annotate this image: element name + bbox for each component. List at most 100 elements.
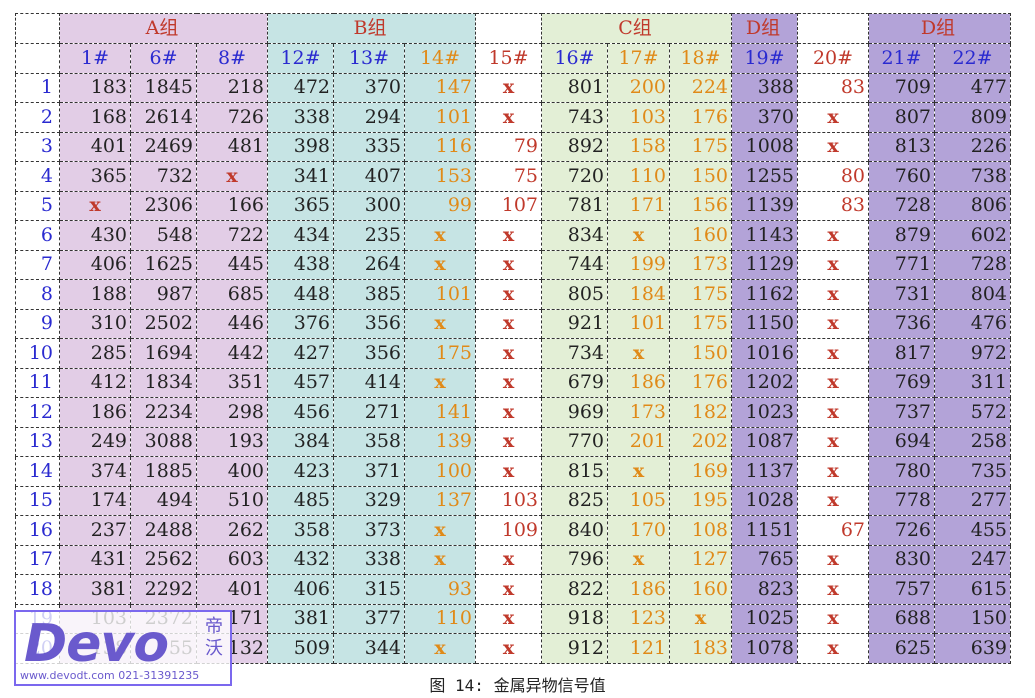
table-row: 3 401 2469 481 398 335 116 79 892 158 175 1008 x 813 2… — [15, 131, 1011, 162]
table-cell: 168 — [59, 102, 131, 133]
table-cell: 186 — [607, 367, 670, 398]
table-cell: 1885 — [130, 456, 197, 487]
table-cell: x — [404, 515, 476, 546]
table-cell: 720 — [541, 161, 608, 192]
table-cell: 183 — [59, 72, 131, 103]
table-cell: 175 — [669, 131, 732, 162]
table-cell: 1151 — [731, 515, 798, 546]
table-cell: 1143 — [731, 220, 798, 251]
table-cell: 79 — [475, 131, 542, 162]
row-label: 10 — [15, 338, 60, 369]
table-cell: x — [797, 485, 869, 516]
column-header: 20# — [797, 43, 869, 74]
table-cell: x — [607, 220, 670, 251]
table-cell: 384 — [267, 426, 334, 457]
row-label: 13 — [15, 426, 60, 457]
table-body: A组 B组 C组 D组 D组 1# 6# 8# 12# 13# 14# 15# 16# 17# 18# 19#… — [15, 13, 1011, 664]
table-cell: 442 — [196, 338, 268, 369]
table-cell: 224 — [669, 72, 732, 103]
table-cell: 615 — [934, 574, 1011, 605]
table-cell: x — [797, 397, 869, 428]
table-cell: 116 — [404, 131, 476, 162]
table-cell: 100 — [404, 456, 476, 487]
table-cell: 247 — [934, 544, 1011, 575]
table-cell: 603 — [196, 544, 268, 575]
table-cell: x — [607, 544, 670, 575]
table-cell: 199 — [607, 249, 670, 280]
table-cell: 1008 — [731, 131, 798, 162]
signal-value-table: A组 B组 C组 D组 D组 1# 6# 8# 12# 13# 14# 15# 16# 17# 18# 19#… — [15, 13, 1011, 664]
row-label: 6 — [15, 220, 60, 251]
table-cell: x — [797, 220, 869, 251]
group-header — [797, 13, 869, 44]
table-cell: 385 — [333, 279, 405, 310]
table-cell: 445 — [196, 249, 268, 280]
table-cell: 815 — [541, 456, 608, 487]
table-cell: x — [475, 220, 542, 251]
table-row: 5 x 2306 166 365 300 99 107 781 171 156 1139 83 728 80… — [15, 190, 1011, 221]
table-cell: 156 — [669, 190, 732, 221]
table-cell: 202 — [669, 426, 732, 457]
table-cell: 412 — [59, 367, 131, 398]
table-cell: 1139 — [731, 190, 798, 221]
table-cell: 195 — [669, 485, 732, 516]
table-cell: 726 — [196, 102, 268, 133]
table-cell: 101 — [404, 279, 476, 310]
table-cell: 376 — [267, 308, 334, 339]
table-cell: 765 — [731, 544, 798, 575]
row-label: 11 — [15, 367, 60, 398]
table-cell: 285 — [59, 338, 131, 369]
table-cell: 109 — [475, 515, 542, 546]
table-cell: 153 — [404, 161, 476, 192]
column-header: 13# — [333, 43, 405, 74]
table-cell: 80 — [797, 161, 869, 192]
table-cell: x — [797, 574, 869, 605]
table-row: 13 249 3088 193 384 358 139 x 770 201 202 1087 x 694 2… — [15, 426, 1011, 457]
table-cell: 173 — [669, 249, 732, 280]
table-cell: x — [669, 603, 732, 634]
table-cell: 75 — [475, 161, 542, 192]
table-cell: 743 — [541, 102, 608, 133]
table-cell: 329 — [333, 485, 405, 516]
table-cell: 300 — [333, 190, 405, 221]
table-cell: 736 — [868, 308, 935, 339]
table-cell: 879 — [868, 220, 935, 251]
table-cell: 414 — [333, 367, 405, 398]
table-cell: 175 — [669, 308, 732, 339]
table-cell: 778 — [868, 485, 935, 516]
table-cell: 184 — [607, 279, 670, 310]
table-cell: 722 — [196, 220, 268, 251]
table-cell: x — [797, 338, 869, 369]
table-cell: 101 — [404, 102, 476, 133]
column-header: 22# — [934, 43, 1011, 74]
group-header-row: A组 B组 C组 D组 D组 — [15, 13, 1011, 44]
table-cell: 271 — [333, 397, 405, 428]
table-cell: 311 — [934, 367, 1011, 398]
table-cell: 182 — [669, 397, 732, 428]
table-cell: 344 — [333, 633, 405, 664]
table-cell: 912 — [541, 633, 608, 664]
table-cell: 169 — [669, 456, 732, 487]
table-row: 9 310 2502 446 376 356 x x 921 101 175 1150 x 736 476 — [15, 308, 1011, 339]
table-cell: 226 — [934, 131, 1011, 162]
table-cell: 374 — [59, 456, 131, 487]
table-cell: 481 — [196, 131, 268, 162]
table-cell: 277 — [934, 485, 1011, 516]
table-cell: x — [404, 249, 476, 280]
row-label: 15 — [15, 485, 60, 516]
column-header: 19# — [731, 43, 798, 74]
figure-caption: 图 14: 金属异物信号值 — [429, 676, 606, 695]
group-header: D组 — [731, 13, 798, 44]
table-cell: x — [475, 249, 542, 280]
table-cell: x — [475, 456, 542, 487]
row-label: 9 — [15, 308, 60, 339]
table-cell: 472 — [267, 72, 334, 103]
table-cell: 918 — [541, 603, 608, 634]
table-cell: 201 — [607, 426, 670, 457]
table-cell: 921 — [541, 308, 608, 339]
table-cell: 294 — [333, 102, 405, 133]
table-cell: 780 — [868, 456, 935, 487]
table-cell: x — [404, 633, 476, 664]
table-cell: 1202 — [731, 367, 798, 398]
table-cell: 315 — [333, 574, 405, 605]
